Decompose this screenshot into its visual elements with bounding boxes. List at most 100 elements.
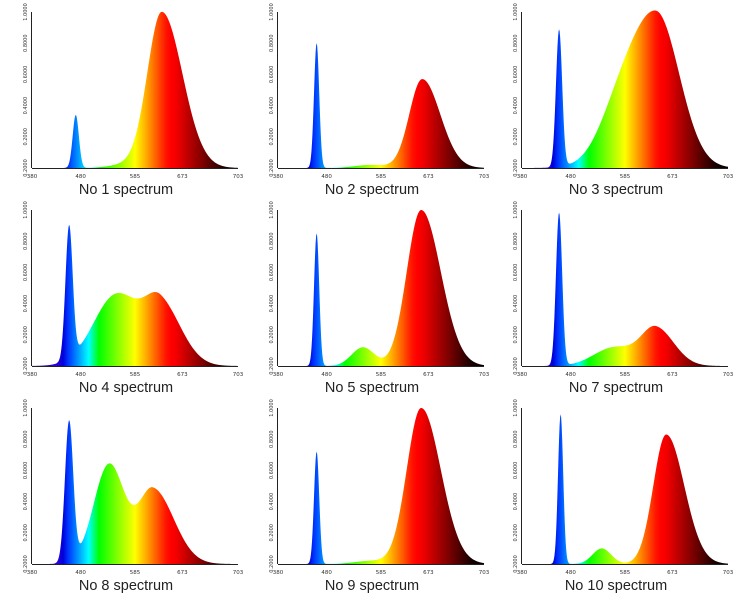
y-tick-label: 1.0000 xyxy=(513,201,519,219)
x-tick-label: 703 xyxy=(723,570,734,576)
y-tick-label: 1.0000 xyxy=(269,399,275,417)
y-tick-label: 0.2000 xyxy=(513,357,519,375)
x-tick-label: 673 xyxy=(177,372,188,378)
x-tick-label: 380 xyxy=(273,174,284,180)
y-tick-label: 0.6000 xyxy=(513,264,519,282)
y-tick-label: 0.4000 xyxy=(23,97,29,115)
spectrum-area xyxy=(32,11,238,168)
y-tick-label: 0.2000 xyxy=(269,524,275,542)
y-tick-label: 0.8000 xyxy=(23,232,29,250)
y-tick-label: 1.0000 xyxy=(513,399,519,417)
x-tick-label: 703 xyxy=(479,570,490,576)
spectrum-caption: No 1 spectrum xyxy=(78,182,174,198)
y-tick-label: 0.8000 xyxy=(23,430,29,448)
spectrum-panel: 380 480 585 673 703 0.2000 0.2000 0.4000 0.6000 0… xyxy=(500,3,734,204)
x-tick-label: 673 xyxy=(177,570,188,576)
y-tick-label: 1.0000 xyxy=(269,201,275,219)
spectrum-panel: 380 480 585 673 703 0.2000 0.2000 0.4000 0.6000 0… xyxy=(10,399,244,600)
y-tick-label: 0.2000 xyxy=(269,128,275,146)
spectrum-panel: 380 480 585 673 703 0.2000 0.2000 0.4000 0.6000 0… xyxy=(500,201,734,402)
y-tick-label: 0.4000 xyxy=(269,295,275,313)
x-tick-label: 585 xyxy=(376,174,387,180)
y-tick-label: 0.8000 xyxy=(269,34,275,52)
x-tick-label: 703 xyxy=(479,174,490,180)
spectrum-chart: 380 480 585 673 703 0.2000 0.2000 0.4000 0.6000 0… xyxy=(23,3,244,180)
x-tick-label: 703 xyxy=(233,570,244,576)
x-tick-label: 673 xyxy=(177,174,188,180)
y-tick-label: 0.2000 xyxy=(513,128,519,146)
y-tick-label: 0.6000 xyxy=(269,264,275,282)
spectrum-caption: No 10 spectrum xyxy=(564,578,668,594)
spectrum-panel: 380 480 585 673 703 0.2000 0.2000 0.4000 0.6000 0… xyxy=(256,399,490,600)
y-tick-label: 0.2000 xyxy=(269,326,275,344)
y-tick-label: 0.8000 xyxy=(269,430,275,448)
x-tick-label: 480 xyxy=(75,570,86,576)
y-tick-label: 0.2000 xyxy=(23,326,29,344)
x-tick-label: 380 xyxy=(517,174,528,180)
spectrum-caption: No 7 spectrum xyxy=(568,380,664,396)
y-tick-label: 0.4000 xyxy=(23,493,29,511)
x-tick-label: 673 xyxy=(423,174,434,180)
x-tick-label: 585 xyxy=(130,372,141,378)
y-tick-label: 0.6000 xyxy=(513,462,519,480)
spectrum-caption: No 8 spectrum xyxy=(78,578,174,594)
spectrum-area xyxy=(522,10,728,168)
x-tick-label: 703 xyxy=(723,372,734,378)
x-tick-label: 480 xyxy=(565,570,576,576)
x-tick-label: 480 xyxy=(321,372,332,378)
spectrum-chart: 380 480 585 673 703 0.2000 0.2000 0.4000 0.6000 0… xyxy=(23,399,244,576)
spectrum-panel: 380 480 585 673 703 0.2000 0.2000 0.4000 0.6000 0… xyxy=(10,3,244,204)
y-tick-label: 0.6000 xyxy=(23,264,29,282)
y-tick-label: 0.4000 xyxy=(513,493,519,511)
x-tick-label: 480 xyxy=(565,174,576,180)
y-tick-label: 0.8000 xyxy=(513,232,519,250)
y-tick-label: 1.0000 xyxy=(23,399,29,417)
y-tick-label: 0.2000 xyxy=(269,159,275,177)
x-tick-label: 703 xyxy=(233,372,244,378)
x-tick-label: 380 xyxy=(27,174,38,180)
x-tick-label: 480 xyxy=(321,174,332,180)
x-tick-label: 585 xyxy=(620,570,631,576)
x-tick-label: 673 xyxy=(667,570,678,576)
spectrum-chart: 380 480 585 673 703 0.2000 0.2000 0.4000 0.6000 0… xyxy=(513,399,734,576)
y-tick-label: 0.2000 xyxy=(23,128,29,146)
x-tick-label: 380 xyxy=(27,372,38,378)
x-tick-label: 585 xyxy=(130,174,141,180)
spectrum-area xyxy=(522,212,728,366)
x-tick-label: 673 xyxy=(423,570,434,576)
x-tick-label: 703 xyxy=(233,174,244,180)
y-tick-label: 0.8000 xyxy=(513,34,519,52)
y-tick-label: 0.4000 xyxy=(513,97,519,115)
y-tick-label: 1.0000 xyxy=(269,3,275,21)
y-tick-label: 0.2000 xyxy=(269,555,275,573)
y-tick-label: 1.0000 xyxy=(23,3,29,21)
x-tick-label: 480 xyxy=(75,174,86,180)
y-tick-label: 0.6000 xyxy=(269,462,275,480)
spectrum-chart: 380 480 585 673 703 0.2000 0.2000 0.4000 0.6000 0… xyxy=(269,3,490,180)
y-tick-label: 0.2000 xyxy=(23,555,29,573)
y-tick-label: 0.2000 xyxy=(269,357,275,375)
spectrum-area xyxy=(32,224,238,366)
x-tick-label: 673 xyxy=(667,372,678,378)
y-tick-label: 0.2000 xyxy=(513,159,519,177)
x-tick-label: 380 xyxy=(517,570,528,576)
y-tick-label: 0.2000 xyxy=(23,357,29,375)
x-tick-label: 480 xyxy=(321,570,332,576)
y-tick-label: 0.8000 xyxy=(513,430,519,448)
spectrum-panel: 380 480 585 673 703 0.2000 0.2000 0.4000 0.6000 0… xyxy=(500,399,734,600)
spectrum-caption: No 5 spectrum xyxy=(324,380,420,396)
x-tick-label: 585 xyxy=(620,174,631,180)
y-tick-label: 0.8000 xyxy=(23,34,29,52)
x-tick-label: 380 xyxy=(27,570,38,576)
y-tick-label: 0.2000 xyxy=(513,524,519,542)
spectrum-area xyxy=(278,210,484,366)
x-tick-label: 703 xyxy=(479,372,490,378)
y-tick-label: 0.6000 xyxy=(269,66,275,84)
spectrum-area xyxy=(278,407,484,564)
spectrum-chart: 380 480 585 673 703 0.2000 0.2000 0.4000 0.6000 0… xyxy=(269,201,490,378)
y-tick-label: 0.6000 xyxy=(23,66,29,84)
spectrum-panel: 380 480 585 673 703 0.2000 0.2000 0.4000 0.6000 0… xyxy=(256,3,490,204)
x-tick-label: 585 xyxy=(620,372,631,378)
spectrum-caption: No 4 spectrum xyxy=(78,380,174,396)
